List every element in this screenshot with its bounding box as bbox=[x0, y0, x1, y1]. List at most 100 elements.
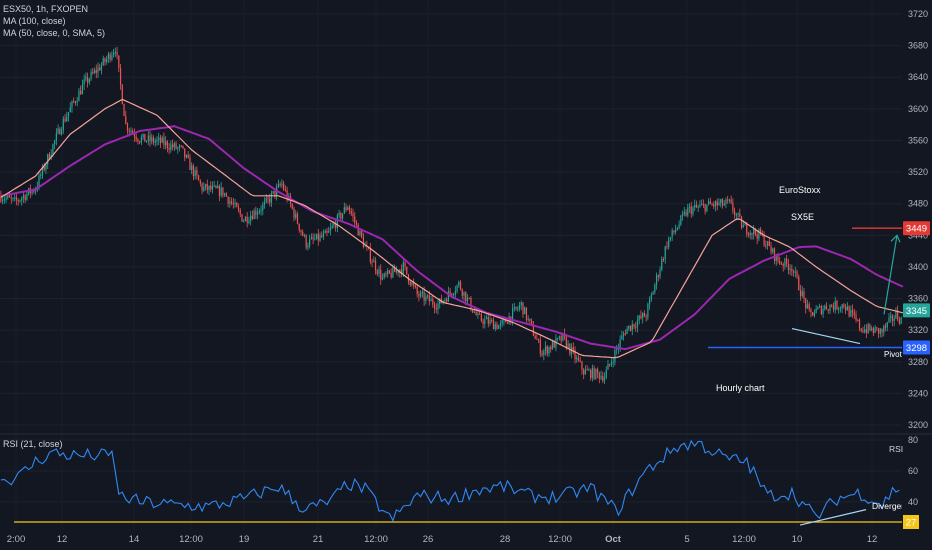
candle-body bbox=[312, 237, 314, 240]
candle-body bbox=[487, 317, 489, 324]
candle-body bbox=[760, 229, 762, 235]
candle-body bbox=[853, 312, 855, 316]
candle-body bbox=[116, 51, 118, 56]
candle-body bbox=[17, 200, 19, 202]
price-axis-tick: 3240 bbox=[908, 388, 928, 398]
candle-body bbox=[864, 329, 866, 333]
candle-body bbox=[15, 197, 18, 201]
candle-body bbox=[782, 263, 784, 267]
time-axis-tick: 21 bbox=[313, 534, 324, 545]
candle-body bbox=[874, 327, 876, 334]
candle-body bbox=[727, 199, 729, 201]
candle-body bbox=[501, 320, 503, 324]
candle-body bbox=[846, 306, 848, 311]
ma50-legend[interactable]: MA (50, close, 0, SMA, 5) bbox=[3, 28, 106, 38]
candle-body bbox=[848, 306, 850, 317]
candle-body bbox=[491, 319, 493, 321]
candle-body bbox=[463, 291, 465, 296]
candle-body bbox=[579, 360, 581, 362]
candle-body bbox=[898, 319, 901, 324]
candle-body bbox=[248, 220, 250, 223]
candle-body bbox=[217, 185, 219, 189]
candle-body bbox=[666, 246, 668, 248]
candle-body bbox=[770, 246, 772, 253]
candle-body bbox=[21, 198, 23, 201]
candle-body bbox=[645, 316, 647, 318]
candle-body bbox=[492, 320, 495, 330]
candle-body bbox=[598, 372, 600, 379]
candle-body bbox=[177, 147, 179, 149]
candle-body bbox=[869, 324, 871, 331]
candle-body bbox=[569, 343, 571, 354]
candle-body bbox=[498, 325, 500, 329]
price-tag-3298: 3298 bbox=[903, 340, 930, 355]
candle-body bbox=[170, 144, 172, 150]
candle-body bbox=[395, 270, 397, 273]
candle-body bbox=[858, 319, 861, 329]
candle-body bbox=[31, 190, 33, 194]
candle-body bbox=[818, 306, 821, 308]
candle-body bbox=[636, 320, 639, 328]
candle-body bbox=[437, 304, 439, 310]
candle-body bbox=[583, 369, 585, 375]
candle-body bbox=[775, 254, 777, 261]
candle-body bbox=[121, 84, 123, 104]
candle-body bbox=[404, 262, 406, 267]
candle-body bbox=[314, 239, 316, 241]
candle-body bbox=[310, 237, 312, 240]
candle-body bbox=[456, 285, 458, 292]
candle-body bbox=[877, 327, 880, 334]
ma100-legend[interactable]: MA (100, close) bbox=[3, 16, 66, 26]
candle-body bbox=[387, 270, 389, 275]
candle-body bbox=[610, 362, 613, 365]
candle-body bbox=[805, 298, 807, 309]
candle-body bbox=[439, 298, 441, 305]
candle-body bbox=[66, 116, 68, 122]
candle-body bbox=[558, 336, 561, 338]
symbol-legend[interactable]: ESX50, 1h, FXOPEN bbox=[3, 4, 89, 14]
candle-body bbox=[335, 223, 337, 229]
candle-body bbox=[111, 55, 113, 60]
candle-body bbox=[380, 269, 382, 280]
candle-body bbox=[104, 58, 106, 63]
candle-body bbox=[664, 246, 666, 260]
candle-body bbox=[140, 137, 142, 143]
rsi-legend[interactable]: RSI (21, close) bbox=[3, 439, 63, 449]
candle-body bbox=[218, 185, 221, 196]
candle-body bbox=[643, 313, 646, 317]
candle-body bbox=[341, 213, 344, 219]
candle-body bbox=[746, 224, 748, 235]
candle-body bbox=[321, 235, 323, 237]
candle-body bbox=[886, 322, 888, 328]
candle-body bbox=[371, 261, 373, 263]
candle-body bbox=[24, 195, 26, 200]
grid bbox=[0, 13, 902, 503]
time-axis-tick: 26 bbox=[423, 534, 434, 545]
candle-body bbox=[855, 315, 857, 320]
candle-body bbox=[326, 230, 328, 233]
candle-body bbox=[740, 216, 743, 228]
candle-body bbox=[123, 103, 125, 117]
candle-body bbox=[890, 315, 892, 318]
candle-body bbox=[742, 225, 744, 228]
candle-body bbox=[158, 137, 160, 140]
candle-body bbox=[324, 230, 326, 234]
candle-body bbox=[789, 268, 791, 270]
candle-body bbox=[43, 166, 45, 170]
candle-body bbox=[678, 224, 680, 228]
candle-body bbox=[813, 313, 816, 316]
rsi-axis-title: RSI bbox=[889, 444, 904, 454]
candle-body bbox=[845, 307, 847, 311]
candle-body bbox=[250, 215, 252, 221]
candle-body bbox=[709, 201, 711, 205]
candle-body bbox=[425, 296, 427, 301]
candle-body bbox=[137, 139, 139, 142]
price-axis-tick: 3200 bbox=[908, 420, 928, 430]
candle-body bbox=[74, 101, 77, 103]
candle-body bbox=[274, 190, 276, 196]
candle-body bbox=[3, 199, 5, 201]
candle-body bbox=[302, 231, 304, 236]
candle-body bbox=[671, 230, 673, 237]
